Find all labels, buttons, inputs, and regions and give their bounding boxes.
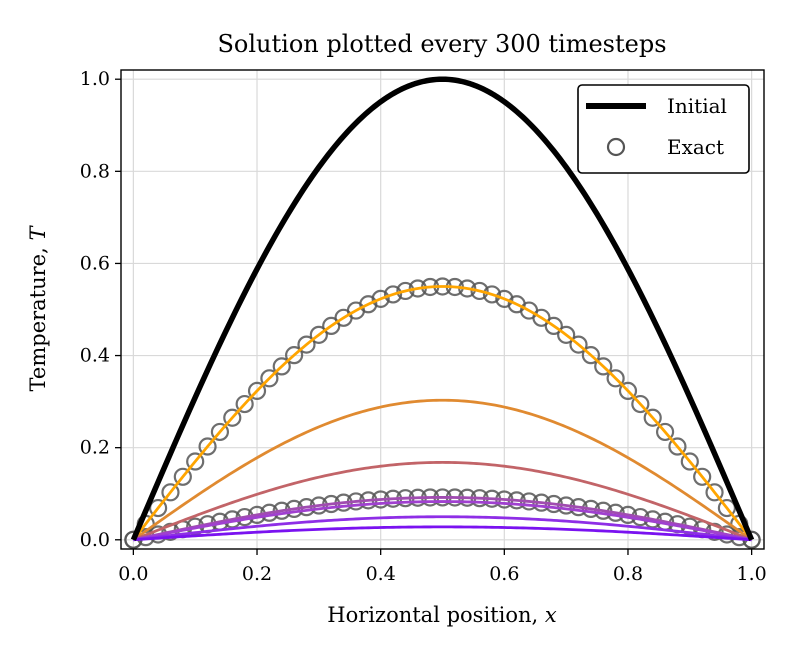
exact-marker	[223, 408, 242, 427]
y-tick-label: 0.0	[80, 529, 110, 551]
exact-marker	[198, 437, 217, 456]
exact-marker	[655, 422, 675, 442]
x-axis-label-text: Horizontal position,	[327, 603, 545, 627]
x-tick-label: 0.4	[366, 563, 396, 585]
series-3-line	[132, 398, 753, 541]
exact-marker	[482, 285, 502, 304]
legend-exact-label: Exact	[667, 135, 724, 159]
x-axis-label-variable: x	[545, 603, 557, 627]
x-tick-label: 0.8	[613, 563, 643, 585]
exact-marker	[606, 369, 625, 388]
exact-marker	[544, 316, 563, 336]
x-tick-label: 0.2	[242, 563, 272, 585]
x-tick-label: 1.0	[737, 563, 767, 585]
exact-marker	[285, 346, 304, 365]
y-axis-label-variable: T	[26, 225, 50, 241]
exact-marker	[643, 408, 662, 427]
initial-line	[130, 76, 755, 541]
exact-marker	[396, 281, 415, 301]
exact-marker	[569, 335, 588, 354]
exact-marker	[383, 285, 403, 304]
exact-marker	[581, 346, 600, 365]
exact-marker	[322, 316, 341, 336]
exact-marker	[297, 335, 316, 354]
y-tick-label: 0.6	[80, 252, 110, 274]
y-tick-label: 1.0	[80, 68, 110, 90]
exact-marker	[272, 357, 291, 376]
exact-marker	[693, 467, 712, 486]
y-axis-label-text: Temperature,	[26, 241, 50, 392]
exact-marker	[631, 394, 650, 414]
series-6-line	[133, 500, 752, 542]
x-axis-ticks: 0.0 0.2 0.4 0.6 0.8 1.0	[118, 549, 767, 585]
x-tick-label: 0.0	[118, 563, 148, 585]
exact-marker	[309, 325, 328, 344]
exact-marker	[680, 452, 699, 471]
chart-title: Solution plotted every 300 timesteps	[217, 30, 666, 58]
exact-marker	[161, 483, 180, 502]
legend-initial-label: Initial	[667, 94, 727, 118]
series-4-line	[132, 461, 753, 542]
exact-marker	[557, 325, 576, 344]
exact-marker	[470, 281, 489, 301]
y-tick-label: 0.8	[80, 160, 110, 182]
plot-series	[124, 76, 761, 549]
exact-marker	[186, 452, 205, 471]
series-8-line	[133, 525, 752, 542]
exact-marker	[173, 467, 192, 486]
legend: Initial Exact	[577, 84, 750, 174]
exact-marker	[235, 394, 254, 414]
exact-marker	[148, 498, 168, 518]
exact-marker	[260, 369, 279, 388]
exact-marker	[717, 498, 737, 518]
x-tick-label: 0.6	[489, 563, 519, 585]
exact-marker	[371, 289, 390, 308]
exact-marker	[705, 483, 724, 502]
y-axis-label: Temperature, T	[26, 225, 50, 392]
x-axis-label: Horizontal position, x	[327, 603, 557, 627]
legend-exact-marker	[606, 137, 626, 157]
series-2-line	[132, 285, 753, 541]
exact-marker	[668, 437, 687, 456]
exact-marker	[618, 381, 638, 400]
y-axis-ticks: 0.0 0.2 0.4 0.6 0.8 1.0	[80, 68, 121, 551]
y-tick-label: 0.2	[80, 437, 110, 459]
exact-marker	[532, 308, 551, 327]
exact-marker	[594, 357, 613, 376]
series-5-line	[133, 496, 752, 542]
exact-markers	[124, 277, 761, 549]
exact-marker	[210, 422, 230, 442]
plot-frame	[120, 69, 765, 550]
series-7-line	[133, 515, 752, 542]
exact-marker	[247, 381, 267, 400]
y-tick-label: 0.4	[80, 345, 110, 367]
